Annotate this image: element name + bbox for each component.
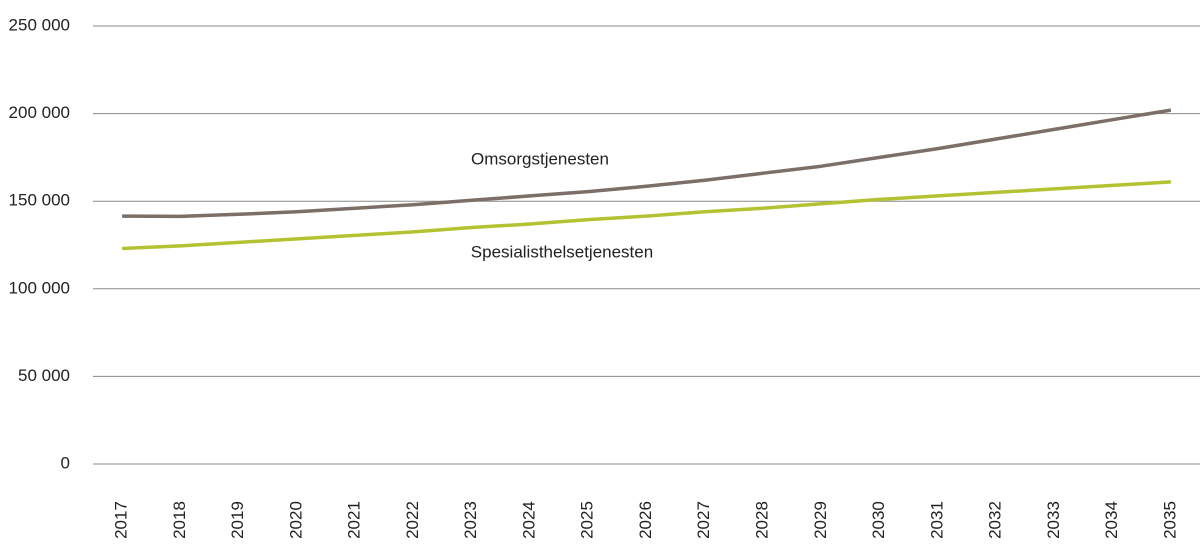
- series-line: [122, 180, 1172, 251]
- x-tick-label: 2030: [869, 501, 888, 539]
- y-tick-label: 100 000: [9, 278, 70, 297]
- x-tick-label: 2021: [345, 501, 364, 539]
- x-tick-label: 2023: [461, 501, 480, 539]
- x-tick-label: 2029: [811, 501, 830, 539]
- y-tick-label: 0: [61, 453, 70, 472]
- x-tick-label: 2022: [403, 501, 422, 539]
- x-tick-label: 2034: [1102, 501, 1121, 539]
- x-tick-label: 2035: [1160, 501, 1179, 539]
- y-tick-label: 150 000: [9, 191, 70, 210]
- x-tick-label: 2032: [986, 501, 1005, 539]
- series-label: Omsorgstjenesten: [471, 149, 609, 168]
- y-tick-label: 250 000: [9, 15, 70, 34]
- x-tick-label: 2033: [1044, 501, 1063, 539]
- x-tick-label: 2031: [927, 501, 946, 539]
- x-tick-label: 2026: [636, 501, 655, 539]
- series-line: [122, 108, 1172, 219]
- x-tick-label: 2025: [578, 501, 597, 539]
- y-tick-label: 50 000: [18, 366, 70, 385]
- x-tick-label: 2019: [228, 501, 247, 539]
- x-tick-label: 2027: [694, 501, 713, 539]
- x-tick-label: 2018: [170, 501, 189, 539]
- x-tick-label: 2020: [286, 501, 305, 539]
- x-tick-label: 2028: [753, 501, 772, 539]
- x-tick-label: 2024: [519, 501, 538, 539]
- series-label: Spesialisthelsetjenesten: [471, 242, 653, 261]
- x-tick-label: 2017: [112, 501, 131, 539]
- y-tick-label: 200 000: [9, 103, 70, 122]
